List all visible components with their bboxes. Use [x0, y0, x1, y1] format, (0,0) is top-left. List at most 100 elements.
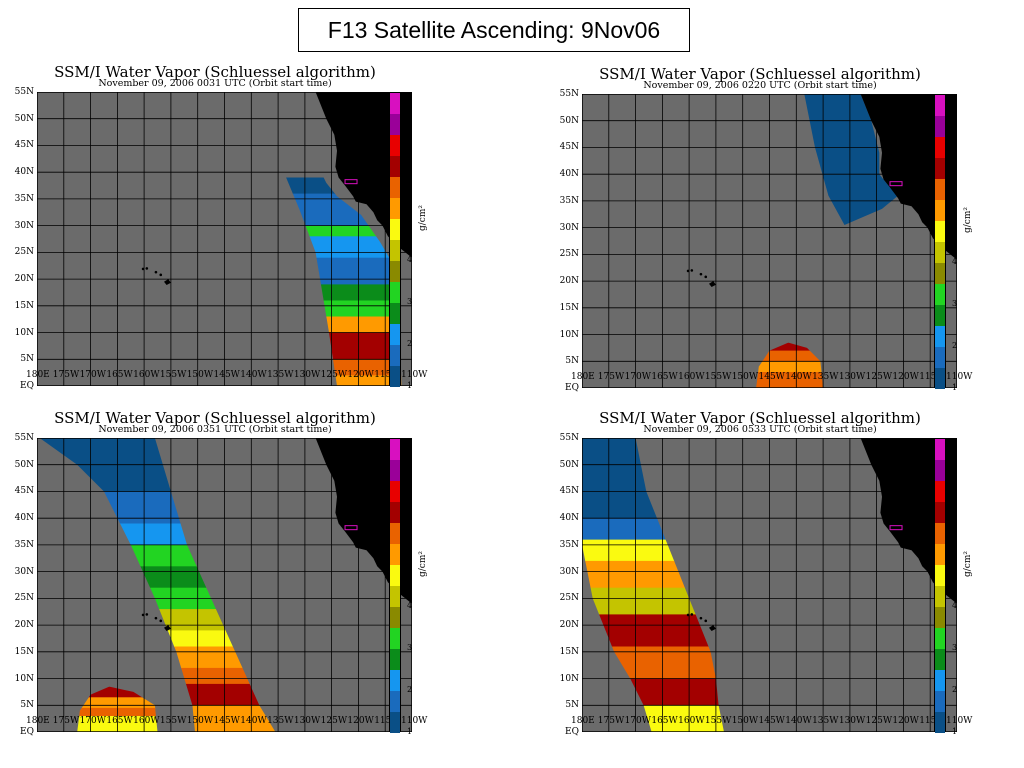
longitude-tick-label: 170W — [79, 716, 106, 726]
latitude-tick-label: 5N — [20, 354, 34, 365]
colorbar-segment — [390, 439, 400, 460]
water-vapor-map — [37, 92, 412, 386]
longitude-tick-label: 145W — [758, 716, 785, 726]
colorbar-segment — [390, 691, 400, 712]
colorbar-segment — [935, 284, 945, 305]
hawaii-island — [159, 273, 163, 277]
longitude-tick-label: 170W — [624, 372, 651, 382]
longitude-tick-label: 175W — [52, 716, 80, 726]
hawaii-island — [145, 267, 149, 270]
map-panel-3: SSM/I Water Vapor (Schluessel algorithm)… — [0, 409, 470, 752]
swath-band — [756, 372, 824, 388]
colorbar-segment — [935, 502, 945, 523]
colorbar-segment — [390, 177, 400, 198]
colorbar-segment — [935, 263, 945, 284]
latitude-tick-label: EQ — [565, 383, 579, 393]
longitude-tick-label: 165W — [106, 370, 133, 380]
latitude-tick-label: 55N — [14, 87, 34, 97]
colorbar-tick-label: 6 — [952, 517, 958, 526]
hawaii-island — [699, 616, 703, 620]
colorbar-tick-label: 7 — [952, 131, 958, 140]
panel-title: SSM/I Water Vapor (Schluessel algorithm) — [54, 409, 376, 427]
latitude-tick-label: 20N — [559, 276, 579, 287]
latitude-tick-label: 50N — [14, 459, 34, 470]
colorbar-segment — [935, 460, 945, 481]
colorbar-segment — [390, 135, 400, 156]
latitude-tick-label: 35N — [14, 539, 34, 550]
north-america-landmass — [315, 438, 412, 604]
latitude-tick-label: 25N — [14, 247, 34, 258]
colorbar-segment — [935, 628, 945, 649]
colorbar-segment — [935, 439, 945, 460]
colorbar-tick-label: 3 — [407, 297, 413, 306]
hawaii-island — [690, 613, 694, 616]
longitude-tick-label: 120W — [892, 372, 919, 382]
hawaii-island — [699, 272, 703, 276]
latitude-tick-label: 40N — [559, 513, 579, 524]
longitude-tick-label: 130W — [293, 370, 321, 380]
longitude-tick-label: 145W — [758, 372, 785, 382]
colorbar-segment — [390, 93, 400, 114]
longitude-tick-label: 130W — [838, 716, 866, 726]
longitude-tick-label: 155W — [159, 716, 187, 726]
latitude-tick-label: 5N — [565, 700, 579, 711]
north-america-landmass — [860, 94, 957, 260]
longitude-tick-label: 130W — [838, 372, 866, 382]
colorbar-segment — [935, 200, 945, 221]
colorbar-tick-label: 6 — [952, 173, 958, 182]
colorbar-tick-label: 1 — [952, 383, 958, 392]
hawaii-island — [154, 270, 158, 274]
panel-subtitle: November 09, 2006 0533 UTC (Orbit start … — [643, 424, 877, 435]
longitude-tick-label: 160W — [133, 370, 160, 380]
map-panel-2: SSM/I Water Vapor (Schluessel algorithm)… — [545, 66, 1015, 408]
latitude-tick-label: 40N — [559, 169, 579, 180]
longitude-tick-label: 110W — [946, 372, 973, 382]
longitude-tick-label: 140W — [240, 716, 267, 726]
longitude-tick-label: 170W — [79, 370, 106, 380]
longitude-tick-label: 160W — [678, 372, 705, 382]
longitude-tick-label: 110W — [946, 716, 973, 726]
longitude-tick-label: 125W — [865, 372, 893, 382]
colorbar-segment — [935, 242, 945, 263]
colorbar-segment — [390, 156, 400, 177]
longitude-tick-label: 160W — [678, 716, 705, 726]
longitude-tick-label: 125W — [320, 370, 348, 380]
colorbar-tick-label: 1 — [407, 381, 413, 390]
latitude-tick-label: 35N — [559, 195, 579, 206]
colorbar — [389, 92, 401, 387]
latitude-tick-label: 55N — [559, 89, 579, 99]
longitude-tick-label: 125W — [320, 716, 348, 726]
colorbar-segment — [390, 460, 400, 481]
longitude-tick-label: 145W — [213, 716, 240, 726]
longitude-tick-label: 175W — [597, 716, 625, 726]
longitude-tick-label: 165W — [106, 716, 133, 726]
colorbar-segment — [390, 303, 400, 324]
hawaii-island — [159, 619, 163, 623]
colorbar-tick-label: 5 — [952, 215, 958, 224]
latitude-tick-label: 15N — [559, 646, 579, 657]
longitude-tick-label: 115W — [374, 370, 401, 380]
longitude-tick-label: 140W — [240, 370, 267, 380]
longitude-tick-label: 150W — [731, 372, 759, 382]
colorbar-tick-label: 1 — [952, 727, 958, 736]
latitude-tick-label: 30N — [14, 220, 34, 231]
water-vapor-map — [582, 438, 957, 732]
latitude-tick-label: 25N — [559, 593, 579, 604]
colorbar-tick-label: 3 — [952, 643, 958, 652]
latitude-tick-label: 30N — [559, 566, 579, 577]
latitude-tick-label: 35N — [559, 539, 579, 550]
colorbar-unit-label: g/cm² — [418, 551, 428, 577]
longitude-tick-label: 135W — [267, 716, 294, 726]
colorbar-tick-label: 7 — [407, 129, 413, 138]
colorbar-unit-label: g/cm² — [418, 205, 428, 231]
latitude-tick-label: 20N — [559, 620, 579, 631]
longitude-tick-label: 180E — [26, 716, 50, 726]
colorbar-segment — [935, 347, 945, 368]
longitude-tick-label: 135W — [812, 372, 839, 382]
hawaii-island — [154, 616, 158, 620]
colorbar-tick-label: 5 — [407, 559, 413, 568]
latitude-tick-label: 5N — [20, 700, 34, 711]
colorbar-segment — [390, 366, 400, 387]
colorbar-unit-label: g/cm² — [963, 551, 973, 577]
longitude-tick-label: 155W — [159, 370, 187, 380]
